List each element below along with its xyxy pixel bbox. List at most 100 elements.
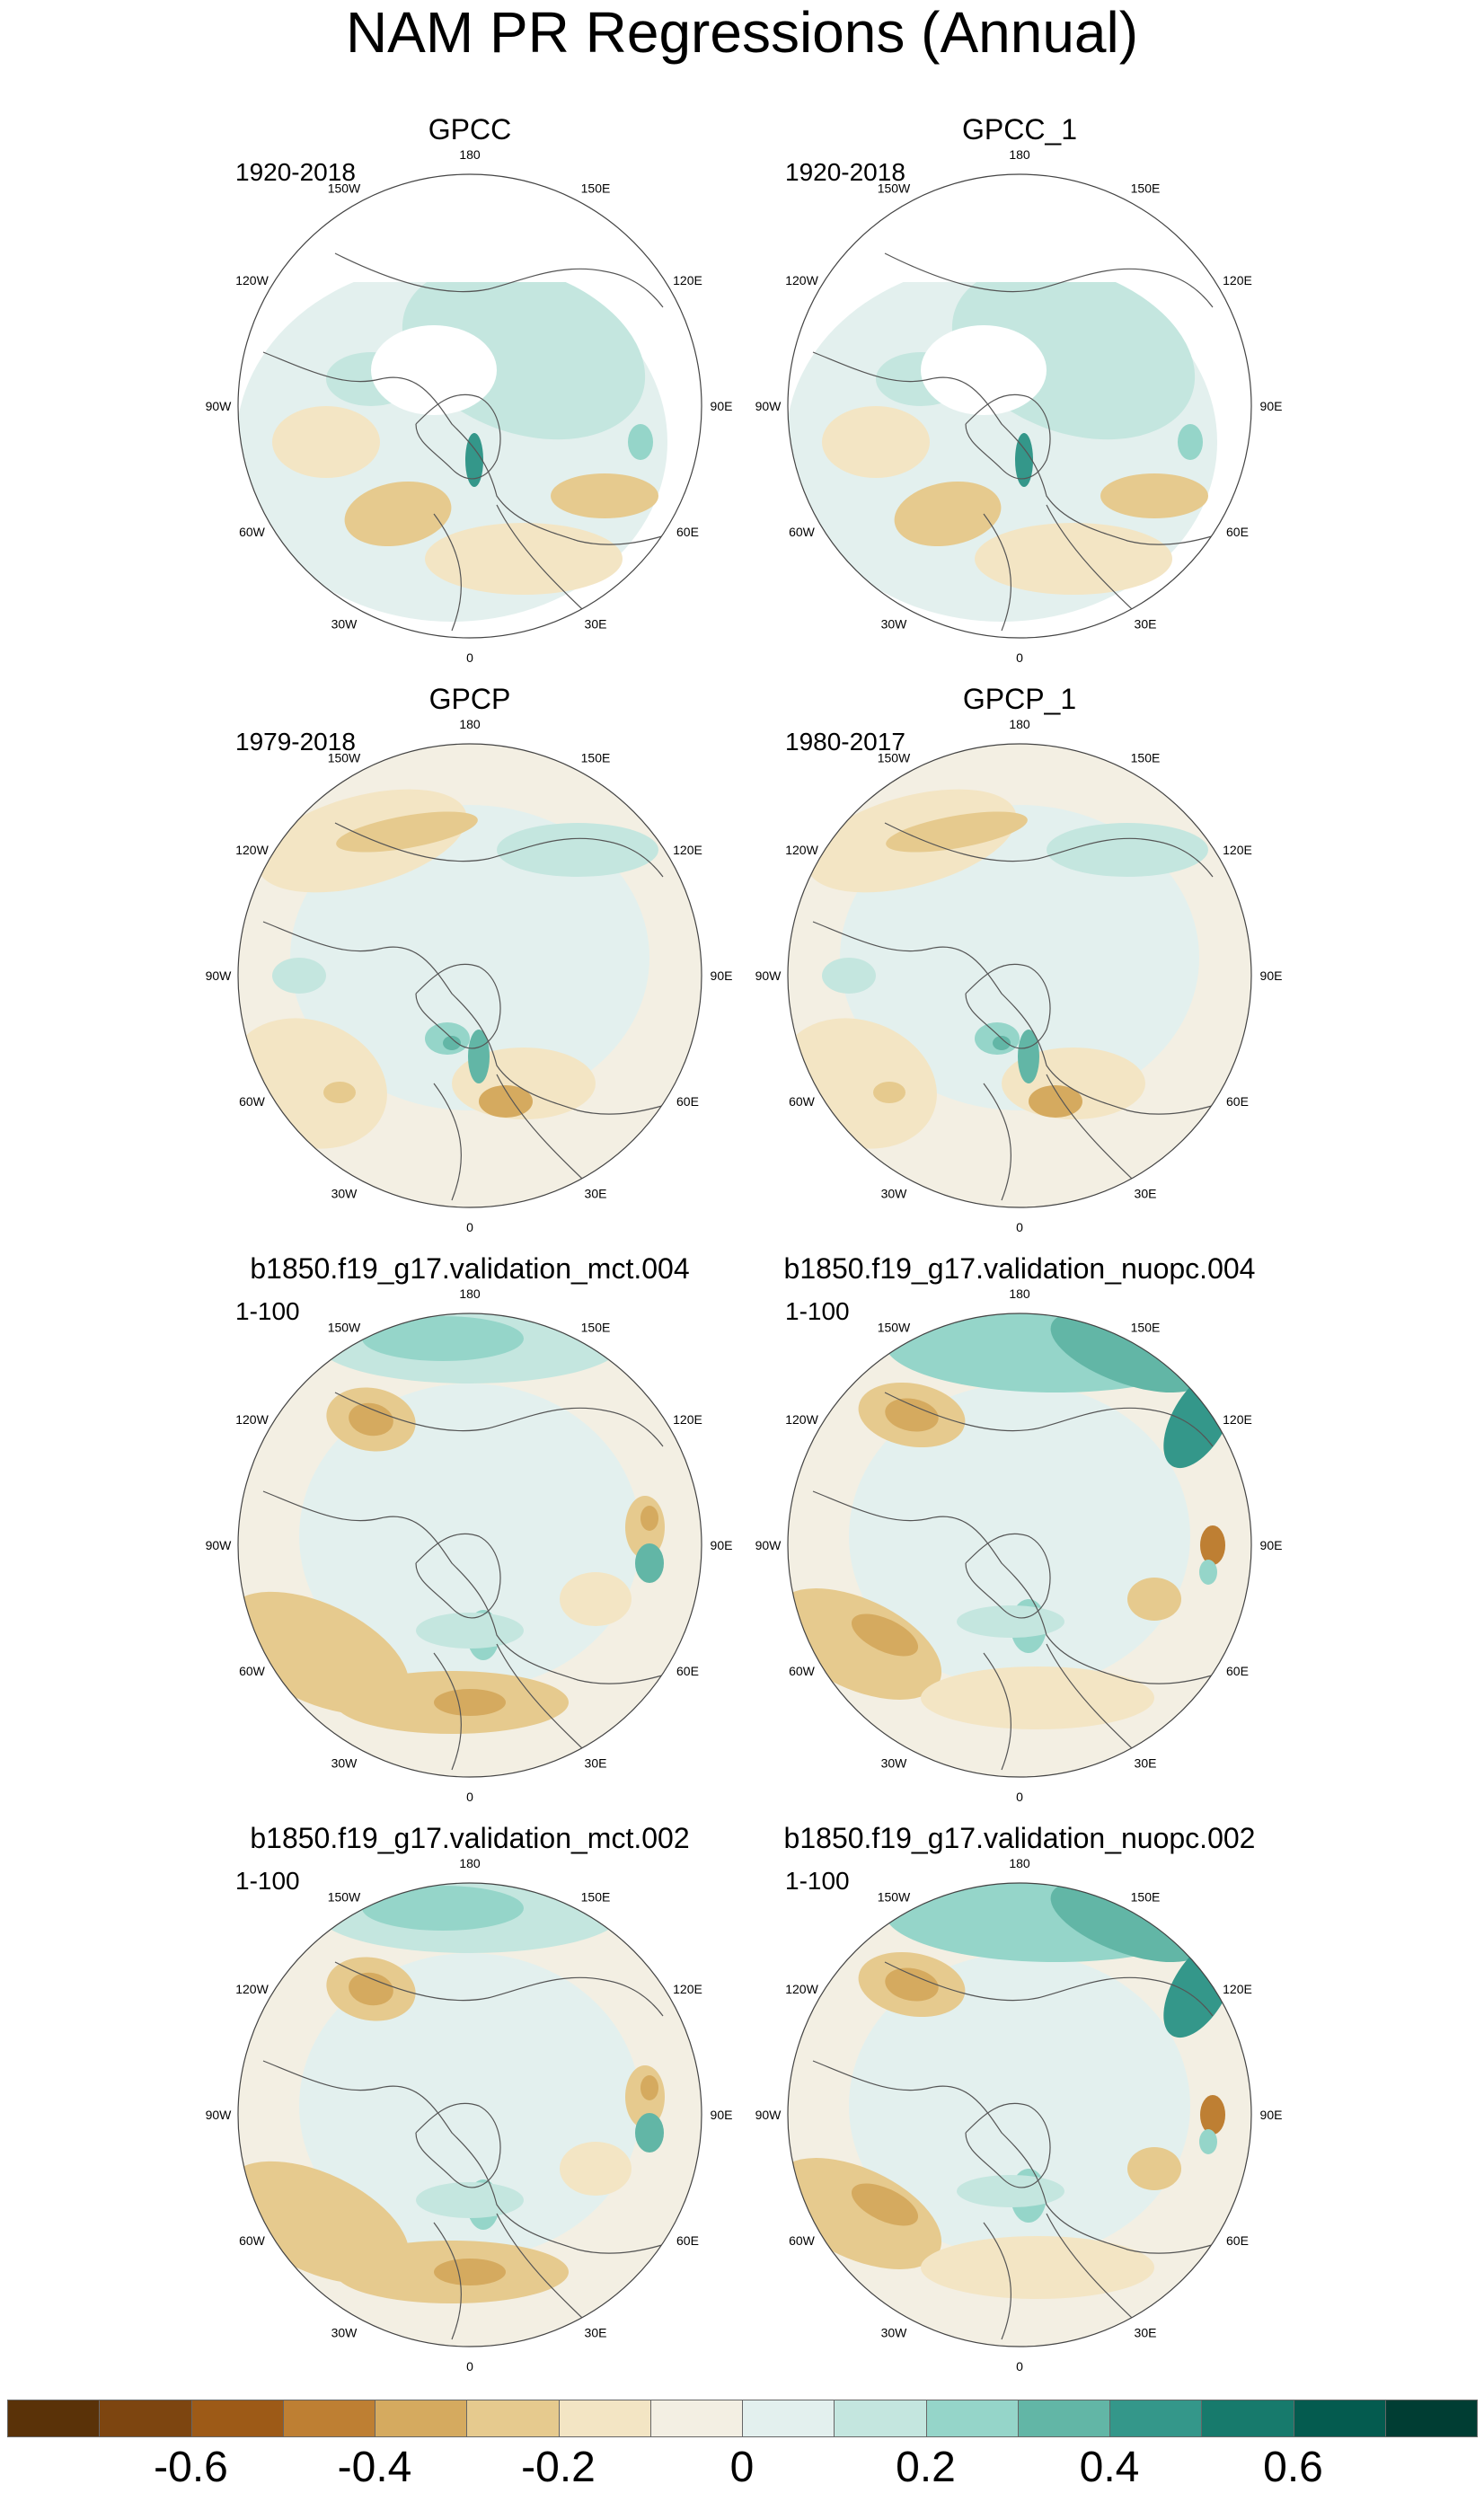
longitude-label: 150W bbox=[878, 1890, 911, 1905]
longitude-label: 120E bbox=[673, 273, 702, 287]
regression-field-region bbox=[465, 433, 483, 487]
regression-field-region bbox=[1050, 1313, 1205, 1393]
regression-field-region bbox=[885, 1967, 939, 2002]
regression-field-region bbox=[921, 2236, 1154, 2299]
longitude-label: 90E bbox=[711, 1538, 733, 1552]
longitude-label: 120W bbox=[785, 843, 818, 857]
colorbar-swatch bbox=[1017, 2400, 1110, 2437]
colorbar-swatch bbox=[558, 2400, 651, 2437]
longitude-label: 30W bbox=[881, 2325, 908, 2339]
regression-field-region bbox=[635, 2113, 664, 2153]
map-panel: 180 150E 120E 90E 60E 30E 0 30W 60W 90W 120W 150W b1… bbox=[746, 1249, 1374, 1824]
longitude-label: 150E bbox=[1131, 181, 1161, 196]
missing-data-region bbox=[921, 325, 1047, 415]
longitude-label: 90W bbox=[206, 399, 233, 413]
polar-map: 180 150E 120E 90E 60E 30E 0 30W 60W 90W 120W 150W bbox=[206, 717, 733, 1234]
longitude-label: 150E bbox=[1131, 1890, 1161, 1905]
coastline bbox=[983, 2222, 1011, 2340]
regression-field-region bbox=[1200, 2095, 1225, 2135]
regression-field-region bbox=[362, 1886, 524, 1931]
longitude-label: 90W bbox=[755, 399, 782, 413]
coastline bbox=[415, 963, 501, 1049]
regression-field-region bbox=[497, 823, 658, 877]
coastline bbox=[884, 1961, 1214, 2017]
regression-field-region bbox=[628, 424, 653, 460]
longitude-label: 90E bbox=[711, 2108, 733, 2122]
longitude-label: 120E bbox=[1223, 1982, 1252, 1996]
longitude-label: 60W bbox=[239, 2233, 266, 2248]
longitude-label: 0 bbox=[1016, 2359, 1023, 2374]
longitude-label: 150W bbox=[328, 751, 361, 765]
colorbar-swatch bbox=[1384, 2400, 1478, 2437]
regression-field-region bbox=[993, 1036, 1011, 1050]
longitude-label: 90E bbox=[1260, 399, 1283, 413]
longitude-label: 180 bbox=[1009, 717, 1030, 731]
longitude-label: 120E bbox=[1223, 843, 1252, 857]
longitude-label: 0 bbox=[466, 650, 473, 665]
longitude-label: 60W bbox=[789, 1094, 816, 1109]
colorbar-swatch bbox=[190, 2400, 284, 2437]
longitude-label: 30E bbox=[585, 616, 607, 631]
regression-field-region bbox=[468, 1030, 490, 1083]
regression-field-region bbox=[551, 473, 658, 518]
map-boundary bbox=[787, 1313, 1252, 1778]
coastline bbox=[884, 822, 1214, 878]
regression-field-region bbox=[434, 2259, 506, 2285]
figure-title: NAM PR Regressions (Annual) bbox=[345, 0, 1139, 65]
colorbar-swatch bbox=[834, 2400, 927, 2437]
colorbar-tick-label: 0.2 bbox=[896, 2444, 956, 2491]
coastline bbox=[983, 1652, 1011, 1771]
regression-field-region bbox=[272, 406, 380, 478]
colorbar-swatch bbox=[7, 2400, 101, 2437]
longitude-label: 150W bbox=[878, 181, 911, 196]
coastline bbox=[965, 1533, 1051, 1619]
regression-field-region bbox=[1199, 2129, 1217, 2154]
coastline bbox=[262, 921, 677, 1115]
longitude-label: 150E bbox=[1131, 751, 1161, 765]
regression-field-region bbox=[1050, 1883, 1205, 1963]
longitude-label: 0 bbox=[1016, 1220, 1023, 1234]
regression-field-region bbox=[299, 1384, 640, 1689]
regression-field-region bbox=[344, 481, 452, 547]
coastline bbox=[812, 351, 1227, 545]
map-boundary bbox=[787, 173, 1252, 639]
coastline bbox=[812, 2060, 1227, 2254]
colorbar-swatch bbox=[1109, 2400, 1203, 2437]
regression-field-region bbox=[851, 1613, 919, 1657]
longitude-label: 0 bbox=[1016, 1790, 1023, 1804]
longitude-label: 150E bbox=[581, 751, 611, 765]
longitude-label: 120W bbox=[235, 1412, 269, 1427]
longitude-label: 30E bbox=[585, 2325, 607, 2339]
longitude-label: 60E bbox=[1226, 525, 1249, 539]
map-boundary bbox=[237, 743, 702, 1208]
coastline bbox=[415, 2102, 501, 2188]
longitude-label: 30E bbox=[1135, 1186, 1157, 1200]
colorbar-swatch bbox=[649, 2400, 743, 2437]
longitude-label: 90E bbox=[1260, 2108, 1283, 2122]
longitude-label: 120E bbox=[1223, 273, 1252, 287]
coastline bbox=[812, 921, 1227, 1115]
coastline bbox=[433, 1083, 462, 1201]
longitude-label: 0 bbox=[466, 1790, 473, 1804]
map-panel: 180 150E 120E 90E 60E 30E 0 30W 60W 90W 120W 150W GP… bbox=[196, 110, 825, 685]
regression-field-region bbox=[323, 1082, 356, 1103]
longitude-label: 30W bbox=[331, 1755, 358, 1770]
regression-field-region bbox=[560, 2142, 632, 2196]
coastline bbox=[334, 822, 664, 878]
longitude-label: 180 bbox=[1009, 1286, 1030, 1301]
longitude-label: 180 bbox=[459, 1286, 481, 1301]
colorbar-tick-label: 0.4 bbox=[1079, 2444, 1140, 2491]
longitude-label: 120W bbox=[785, 1412, 818, 1427]
longitude-label: 60W bbox=[239, 525, 266, 539]
longitude-label: 60E bbox=[1226, 1664, 1249, 1678]
colorbar-swatch bbox=[742, 2400, 835, 2437]
longitude-label: 180 bbox=[1009, 1856, 1030, 1870]
longitude-label: 60E bbox=[1226, 2233, 1249, 2248]
coastline bbox=[433, 513, 462, 632]
regression-field-region bbox=[416, 2182, 524, 2218]
regression-field-region bbox=[640, 2075, 658, 2100]
polar-map: 180 150E 120E 90E 60E 30E 0 30W 60W 90W 120W 150W bbox=[206, 1856, 733, 2374]
longitude-label: 30E bbox=[585, 1186, 607, 1200]
longitude-label: 60W bbox=[239, 1094, 266, 1109]
period-label: 1920-2018 bbox=[235, 158, 356, 186]
